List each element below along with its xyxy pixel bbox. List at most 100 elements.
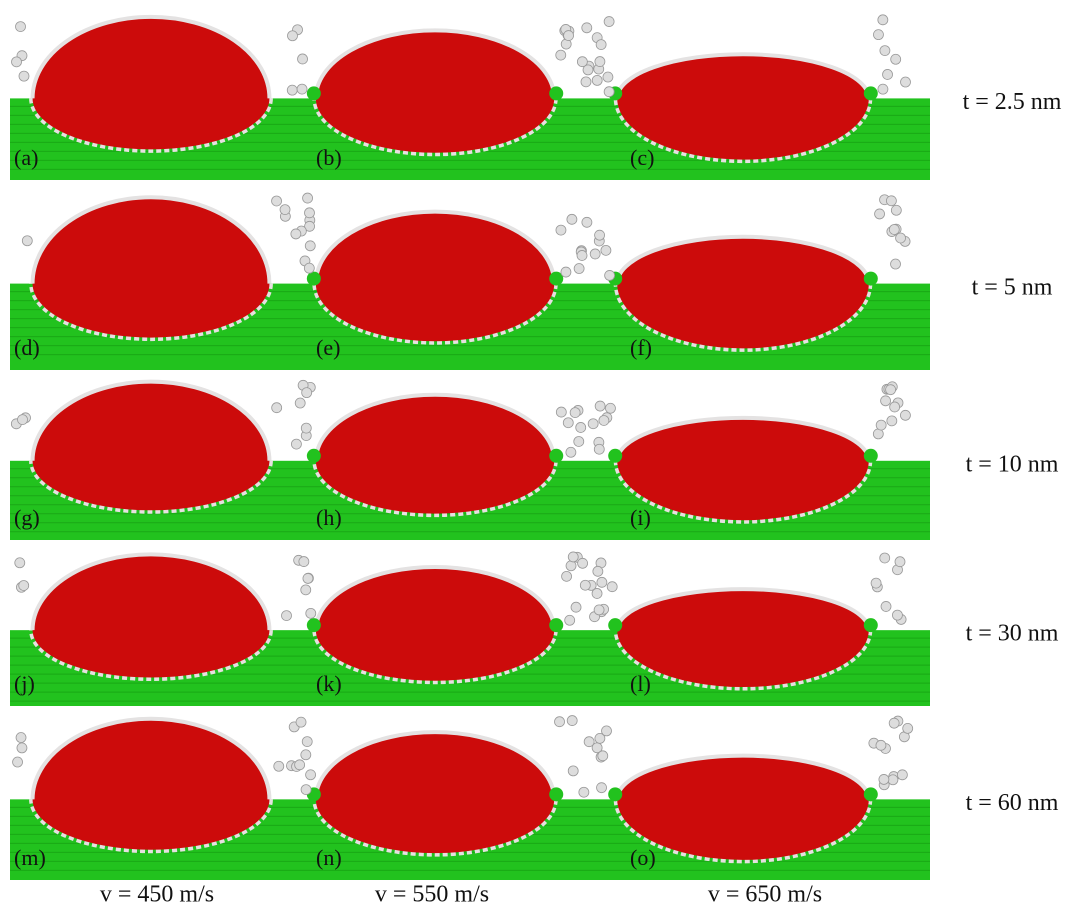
panel-label: (b) (316, 145, 342, 170)
crater-rim (549, 618, 563, 632)
ejected-atom (306, 770, 316, 780)
panel-label: (d) (14, 335, 40, 360)
ejected-atom (556, 225, 566, 235)
ejected-atom (583, 65, 593, 75)
ejected-atom (564, 31, 574, 41)
ejected-atom (891, 54, 901, 64)
ejected-atom (556, 50, 566, 60)
ejected-atom (881, 396, 891, 406)
ejected-atom (556, 407, 566, 417)
ejected-atom (568, 552, 578, 562)
ejected-atom (886, 196, 896, 206)
ejected-atom (567, 214, 577, 224)
ejected-atom (886, 385, 896, 395)
ejected-atom (272, 403, 282, 413)
ejected-atom (887, 416, 897, 426)
ejected-atom (881, 601, 891, 611)
ejected-atom (873, 30, 883, 40)
ejected-atom (563, 418, 573, 428)
ejected-atom (605, 403, 615, 413)
snapshot-panel: (h) (291, 380, 590, 540)
crater-rim (307, 86, 321, 100)
crater-rim (307, 449, 321, 463)
ejected-atom (903, 723, 913, 733)
ejected-atom (578, 558, 588, 568)
snapshot-panel: (c) (577, 15, 930, 180)
ejected-atom (291, 439, 301, 449)
crater-rim (608, 787, 622, 801)
crater-rim (307, 618, 321, 632)
crater-rim (307, 272, 321, 286)
ejected-atom (274, 761, 284, 771)
ejected-atom (603, 72, 613, 82)
ejected-atom (571, 602, 581, 612)
ejected-atom (900, 77, 910, 87)
ejected-atom (298, 54, 308, 64)
ejected-atom (301, 585, 311, 595)
ejected-atom (16, 733, 26, 743)
ejected-atom (896, 233, 906, 243)
crater-rim (864, 272, 878, 286)
ejected-atom (301, 785, 311, 795)
panel-label: (o) (630, 845, 656, 870)
crater-rim (864, 618, 878, 632)
snapshot-panel: (g) (10, 382, 292, 540)
ejected-atom (295, 398, 305, 408)
ejected-atom (287, 85, 297, 95)
panel-label: (l) (630, 671, 651, 696)
ejected-atom (871, 578, 881, 588)
ejected-atom (272, 196, 282, 206)
droplet (33, 197, 270, 337)
ejected-atom (303, 193, 313, 203)
panel-label: (k) (316, 671, 342, 696)
ejected-atom (303, 573, 313, 583)
ejected-atom (566, 561, 576, 571)
panel-label: (g) (14, 505, 40, 530)
ejected-atom (596, 40, 606, 50)
ejected-atom (567, 716, 577, 726)
ejected-atom (878, 15, 888, 25)
ejected-atom (297, 84, 307, 94)
ejected-atom (574, 264, 584, 274)
ejected-atom (876, 740, 886, 750)
row-label: t = 5 nm (972, 275, 1053, 301)
ejected-atom (579, 787, 589, 797)
ejected-atom (879, 774, 889, 784)
ejected-atom (566, 447, 576, 457)
ejected-atom (883, 69, 893, 79)
panel-label: (n) (316, 845, 342, 870)
ejected-atom (562, 571, 572, 581)
snapshot-panel: (a) (10, 17, 292, 180)
ejected-atom (555, 717, 565, 727)
column-label: v = 650 m/s (708, 882, 822, 908)
ejected-atom (580, 580, 590, 590)
ejected-atom (900, 410, 910, 420)
ejected-atom (595, 230, 605, 240)
ejected-atom (574, 436, 584, 446)
ejected-atom (602, 726, 612, 736)
ejected-atom (302, 737, 312, 747)
snapshot-panel: (m) (10, 719, 292, 880)
ejected-atom (561, 267, 571, 277)
panel-label: (e) (316, 335, 340, 360)
ejected-atom (593, 566, 603, 576)
ejected-atom (282, 611, 292, 621)
panel-label: (c) (630, 145, 654, 170)
ejected-atom (892, 610, 902, 620)
ejected-atom (598, 751, 608, 761)
snapshot-panel: (e) (291, 193, 590, 370)
panel-label: (m) (14, 845, 46, 870)
droplet (33, 554, 270, 677)
ejected-atom (592, 588, 602, 598)
snapshot-panel: (l) (578, 553, 930, 706)
ejected-atom (601, 245, 611, 255)
ejected-atom (588, 419, 598, 429)
ejected-atom (296, 717, 306, 727)
ejected-atom (299, 557, 309, 567)
row-label: t = 2.5 nm (963, 89, 1062, 115)
crater-rim (549, 449, 563, 463)
ejected-atom (594, 605, 604, 615)
ejected-atom (291, 229, 301, 239)
column-label: v = 450 m/s (100, 882, 214, 908)
ejected-atom (301, 750, 311, 760)
